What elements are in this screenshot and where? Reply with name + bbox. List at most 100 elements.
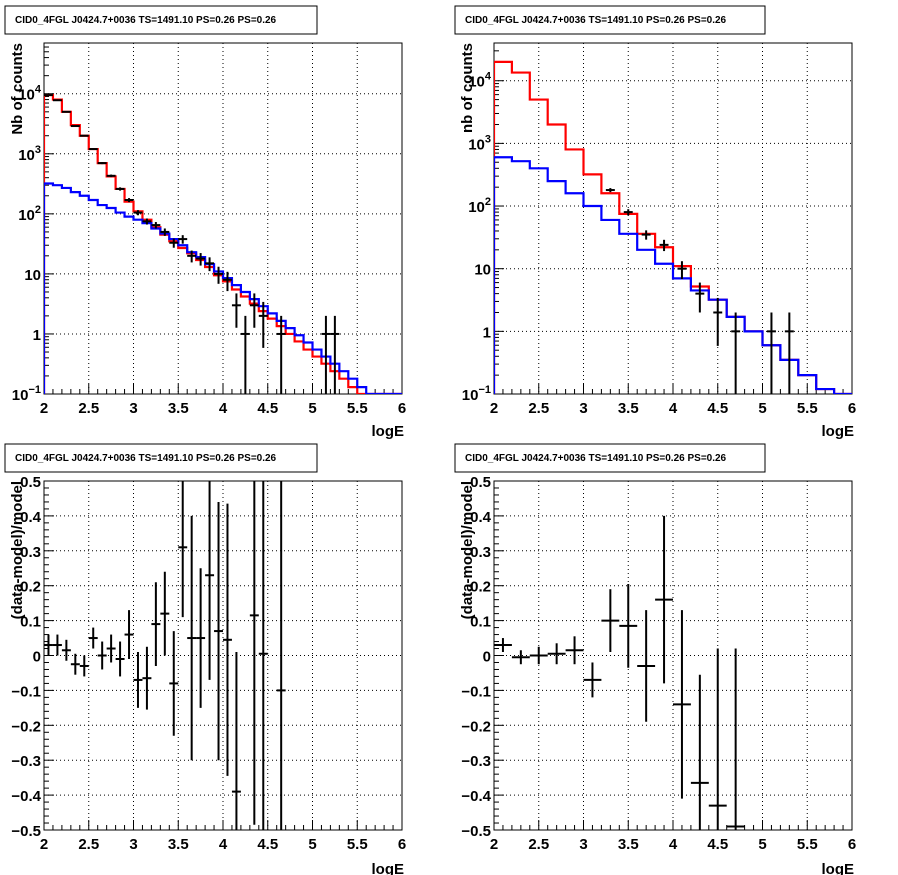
data-point bbox=[106, 634, 116, 663]
y-tick-mantissa: 10 bbox=[12, 387, 29, 404]
chart-title-box bbox=[4, 443, 318, 473]
x-tick-label: 4.5 bbox=[257, 400, 278, 417]
plot-area bbox=[494, 60, 852, 394]
y-tick-label: 10 bbox=[24, 267, 41, 284]
y-tick-label: 0.2 bbox=[20, 579, 41, 596]
data-point bbox=[205, 257, 215, 272]
y-tick-label: −0.5 bbox=[461, 823, 491, 840]
data-point bbox=[115, 187, 125, 191]
x-tick-label: 4.5 bbox=[707, 400, 728, 417]
data-point bbox=[321, 315, 331, 394]
data-point bbox=[97, 162, 107, 165]
chart-title-box bbox=[4, 5, 318, 35]
data-point bbox=[258, 301, 268, 348]
y-tick-label: 0.5 bbox=[20, 474, 41, 491]
data-point bbox=[565, 636, 584, 665]
x-tick-label: 5.5 bbox=[797, 400, 818, 417]
data-point bbox=[659, 239, 669, 252]
y-tick-exponent: 3 bbox=[485, 133, 491, 145]
data-point bbox=[61, 639, 71, 661]
data-point bbox=[637, 610, 656, 722]
data-point bbox=[115, 641, 125, 677]
data-point bbox=[223, 503, 232, 776]
y-tick-label: −0.4 bbox=[461, 788, 491, 805]
y-tick-label: 10 bbox=[474, 262, 491, 279]
x-tick-label: 2.5 bbox=[78, 400, 99, 417]
data-point bbox=[151, 222, 161, 229]
chart-panel-1: CID0_4FGL J0424.7+0036 TS=1491.10 PS=0.2… bbox=[4, 5, 406, 440]
data-point bbox=[97, 641, 107, 670]
y-tick-mantissa: 10 bbox=[18, 87, 35, 104]
y-tick-exponent: −1 bbox=[478, 384, 491, 396]
x-tick-label: 4.5 bbox=[707, 836, 728, 853]
data-point bbox=[79, 655, 89, 677]
data-point bbox=[61, 110, 71, 113]
data-point bbox=[601, 589, 620, 653]
data-point bbox=[494, 638, 512, 653]
data-point bbox=[214, 501, 223, 761]
chart-title: CID0_4FGL J0424.7+0036 TS=1491.10 PS=0.2… bbox=[15, 453, 277, 464]
chart-panel-3: CID0_4FGL J0424.7+0036 TS=1491.10 PS=0.2… bbox=[4, 443, 406, 875]
plot-area bbox=[494, 515, 745, 830]
x-tick-label: 2 bbox=[490, 836, 498, 853]
data-point bbox=[231, 293, 241, 328]
data-point bbox=[673, 610, 691, 799]
y-tick-label: 102 bbox=[468, 196, 491, 216]
data-point bbox=[79, 134, 89, 137]
data-point bbox=[196, 568, 206, 708]
y-tick-label: −0.1 bbox=[461, 683, 491, 700]
chart-title: CID0_4FGL J0424.7+0036 TS=1491.10 PS=0.2… bbox=[465, 15, 727, 26]
data-point bbox=[88, 148, 98, 151]
x-tick-label: 2.5 bbox=[528, 400, 549, 417]
y-tick-label: −0.5 bbox=[11, 823, 41, 840]
x-tick-label: 4.5 bbox=[257, 836, 278, 853]
x-tick-label: 6 bbox=[848, 836, 856, 853]
x-axis-label: logE bbox=[372, 423, 405, 440]
x-tick-label: 6 bbox=[848, 400, 856, 417]
y-tick-label: 0 bbox=[33, 649, 41, 666]
data-point bbox=[151, 582, 161, 666]
data-point bbox=[169, 631, 179, 736]
data-point bbox=[677, 261, 687, 280]
x-tick-label: 4 bbox=[219, 400, 228, 417]
y-axis-label: (data-model)/model bbox=[459, 481, 476, 619]
y-tick-exponent: 2 bbox=[35, 204, 41, 216]
y-tick-label: 0.1 bbox=[20, 614, 41, 631]
data-point bbox=[124, 198, 134, 203]
y-tick-label: 103 bbox=[18, 144, 41, 164]
data-point bbox=[511, 650, 530, 665]
y-tick-label: −0.2 bbox=[11, 718, 41, 735]
data-point bbox=[784, 312, 794, 394]
chart-panel-4: CID0_4FGL J0424.7+0036 TS=1491.10 PS=0.2… bbox=[454, 443, 856, 875]
data-point bbox=[547, 643, 566, 665]
y-tick-exponent: 2 bbox=[485, 196, 491, 208]
x-tick-label: 2 bbox=[40, 400, 48, 417]
data-point bbox=[641, 230, 651, 240]
x-tick-label: 3.5 bbox=[168, 836, 189, 853]
x-tick-label: 2.5 bbox=[528, 836, 549, 853]
data-point bbox=[695, 282, 705, 313]
chart-title-box bbox=[454, 443, 766, 473]
x-tick-label: 4 bbox=[669, 836, 678, 853]
x-tick-label: 5.5 bbox=[347, 400, 368, 417]
y-tick-exponent: 4 bbox=[485, 71, 492, 83]
y-tick-label: 0.2 bbox=[470, 579, 491, 596]
data-point bbox=[70, 125, 80, 128]
data-point bbox=[133, 652, 143, 708]
y-tick-label: 104 bbox=[468, 71, 492, 91]
y-tick-label: 10−1 bbox=[462, 384, 491, 404]
data-point bbox=[169, 238, 179, 248]
data-point bbox=[619, 583, 638, 668]
y-tick-mantissa: 10 bbox=[18, 207, 35, 224]
x-tick-label: 4 bbox=[669, 400, 678, 417]
y-tick-label: 0.5 bbox=[470, 474, 491, 491]
data-point bbox=[708, 648, 727, 830]
y-tick-exponent: 3 bbox=[35, 144, 41, 156]
data-point bbox=[240, 315, 250, 394]
x-tick-label: 6 bbox=[398, 836, 406, 853]
data-point bbox=[605, 188, 615, 193]
x-tick-label: 2 bbox=[40, 836, 48, 853]
x-tick-label: 3 bbox=[129, 400, 137, 417]
data-point bbox=[223, 271, 232, 292]
x-tick-label: 5 bbox=[758, 400, 766, 417]
